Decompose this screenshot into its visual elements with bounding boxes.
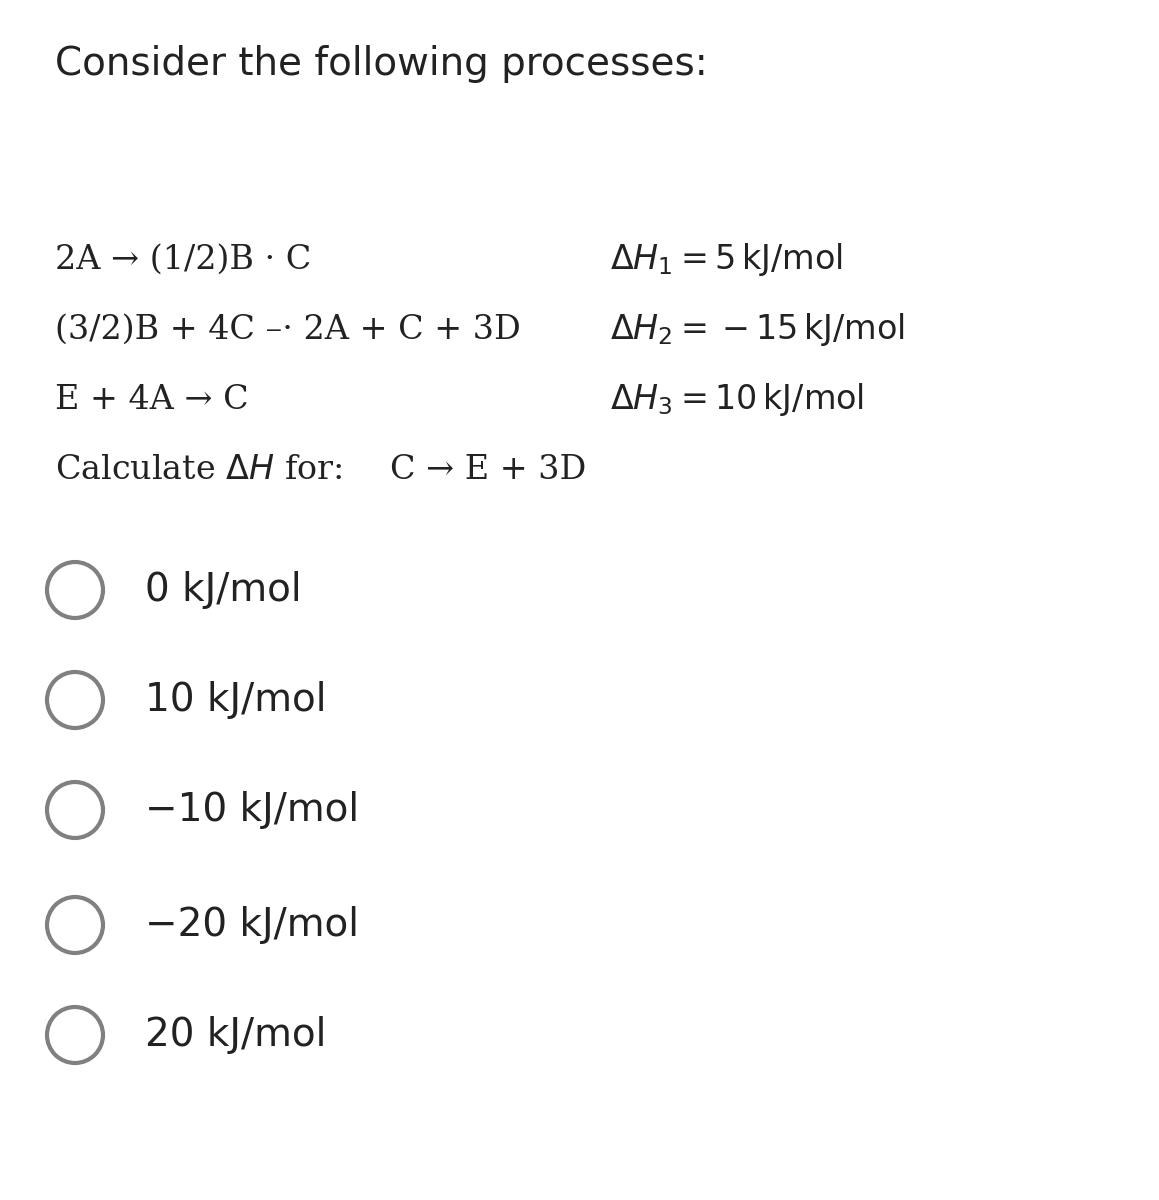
- Text: $\Delta H_3 = 10\,\mathrm{kJ/mol}$: $\Delta H_3 = 10\,\mathrm{kJ/mol}$: [610, 382, 865, 419]
- Text: Calculate $\Delta H$ for:: Calculate $\Delta H$ for:: [54, 454, 342, 486]
- Text: −10 kJ/mol: −10 kJ/mol: [145, 791, 359, 829]
- Text: E + 4A → C: E + 4A → C: [54, 384, 249, 416]
- Text: $\Delta H_1 = 5\,\mathrm{kJ/mol}$: $\Delta H_1 = 5\,\mathrm{kJ/mol}$: [610, 241, 843, 278]
- Text: 0 kJ/mol: 0 kJ/mol: [145, 571, 301, 608]
- Text: 2A → (1/2)B · C: 2A → (1/2)B · C: [54, 244, 312, 276]
- Text: 10 kJ/mol: 10 kJ/mol: [145, 680, 327, 719]
- Text: (3/2)B + 4C –· 2A + C + 3D: (3/2)B + 4C –· 2A + C + 3D: [54, 314, 520, 346]
- Text: C → E + 3D: C → E + 3D: [389, 454, 586, 486]
- Text: $\Delta H_2 = -15\,\mathrm{kJ/mol}$: $\Delta H_2 = -15\,\mathrm{kJ/mol}$: [610, 312, 905, 348]
- Text: Consider the following processes:: Consider the following processes:: [54, 44, 708, 83]
- Text: −20 kJ/mol: −20 kJ/mol: [145, 906, 359, 944]
- Text: 20 kJ/mol: 20 kJ/mol: [145, 1016, 327, 1054]
